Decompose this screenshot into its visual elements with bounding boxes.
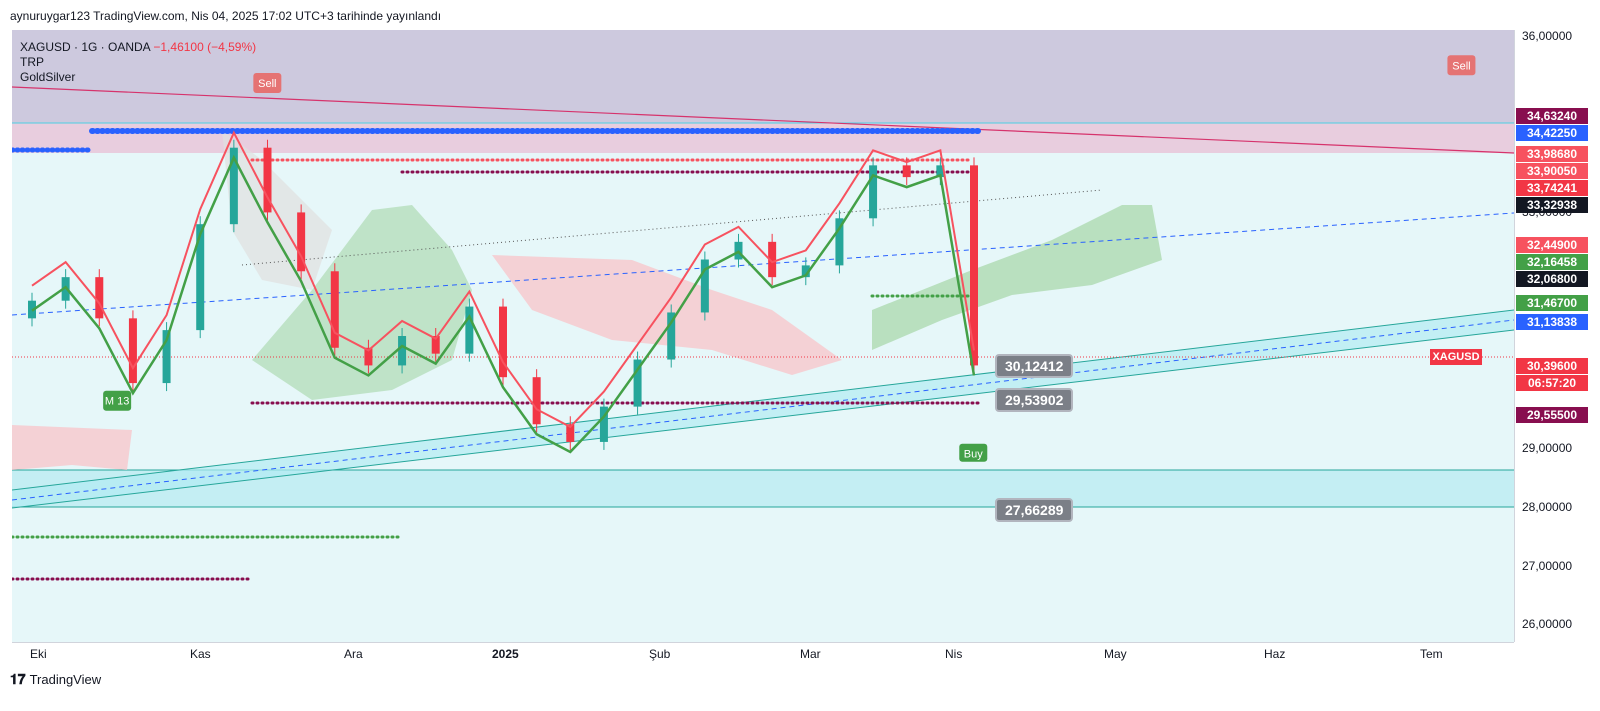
chart-svg: Sell Sell Buy M 13 (12, 30, 1514, 581)
descending-resistance (12, 86, 1514, 154)
candle-body (902, 165, 911, 178)
cloud-red-2 (492, 255, 842, 375)
price-badge: 31,46700 (1516, 294, 1588, 311)
candle-body (330, 271, 339, 348)
candle-body (936, 165, 945, 178)
time-tick: Nis (945, 647, 963, 661)
price-tick: 29,00000 (1522, 440, 1573, 455)
time-tick: Şub (649, 647, 671, 661)
price-badge: 32,44900 (1516, 236, 1588, 253)
price-badge: 31,13838 (1516, 313, 1588, 330)
footer-brand: 𝟏𝟕 TradingView (10, 671, 101, 688)
candle-body (364, 347, 373, 366)
cloud-red-1 (12, 425, 132, 470)
candle-body (297, 212, 306, 272)
channel-lower (12, 329, 1514, 509)
buy-signal-label: M 13 (105, 396, 129, 408)
time-tick: Kas (190, 647, 211, 661)
legend-indicator-trp[interactable]: TRP (20, 55, 44, 69)
buy-signal-marker (959, 443, 988, 462)
sell-signal-label: Sell (1452, 60, 1470, 72)
cloud-green-2 (872, 205, 1162, 350)
trend-dashed (12, 212, 1514, 316)
candle-body (869, 165, 878, 219)
sell-signal-marker (253, 72, 282, 93)
candle-body (633, 359, 642, 407)
tradingview-logo-icon: 𝟏𝟕 (10, 671, 26, 687)
time-axis[interactable] (12, 642, 1514, 661)
price-badge: 34,42250 (1516, 125, 1588, 142)
channel-mid (12, 319, 1514, 501)
candle-body (263, 147, 272, 213)
chart-legend: XAGUSD · 1G · OANDA −1,46100 (−4,59%) TR… (20, 40, 256, 85)
candle-body (398, 336, 407, 366)
current-symbol-label: XAGUSD (1430, 349, 1482, 365)
candle-body (801, 265, 810, 278)
time-tick: 2025 (492, 647, 519, 661)
sell-signal-label: Sell (258, 78, 276, 90)
cloud-gray-1 (222, 130, 332, 290)
cloud-green-1 (252, 205, 472, 400)
candle-body (970, 165, 978, 366)
candle-body (566, 424, 575, 442)
candle-body (835, 218, 844, 266)
chart-plot-area[interactable]: Sell Sell Buy M 13 (12, 30, 1514, 642)
price-callout[interactable]: 27,66289 (995, 498, 1074, 523)
price-callout[interactable]: 30,12412 (995, 353, 1074, 378)
candle-body (128, 318, 137, 384)
price-badge: 06:57:20 (1516, 374, 1588, 391)
candle-body (532, 377, 541, 425)
candle-body (95, 277, 104, 319)
price-badge: 30,39600 (1516, 357, 1588, 374)
price-callout[interactable]: 29,53902 (995, 388, 1074, 413)
price-tick: 36,00000 (1522, 28, 1573, 43)
time-tick: May (1104, 647, 1127, 661)
candle-body (465, 306, 474, 354)
candle-body (700, 259, 709, 313)
buy-signal-marker (103, 390, 132, 411)
price-tick: 26,00000 (1522, 617, 1573, 632)
candle-body (196, 224, 205, 331)
price-axis[interactable] (1514, 30, 1600, 642)
brand-name: TradingView (29, 672, 102, 687)
candle-body (229, 147, 238, 225)
signals: Sell Sell Buy M 13 (103, 55, 1476, 462)
price-badge: 34,63240 (1516, 108, 1588, 125)
time-tick: Haz (1264, 647, 1286, 661)
price-tick: 28,00000 (1522, 499, 1573, 514)
time-tick: Tem (1420, 647, 1443, 661)
candle-body (162, 330, 171, 384)
legend-symbol: XAGUSD · 1G · OANDA (20, 40, 151, 54)
sell-signal-marker (1447, 55, 1476, 76)
moving-average-red (31, 130, 975, 429)
candle-body (667, 312, 676, 360)
moving-average-green (31, 154, 976, 454)
candle-body (499, 306, 507, 378)
channel-upper (12, 309, 1514, 491)
ascending-channel (12, 310, 1514, 508)
candle-body (768, 241, 777, 278)
price-badge: 32,06800 (1516, 270, 1588, 287)
price-badge: 33,32938 (1516, 197, 1588, 214)
price-badge: 33,90050 (1516, 163, 1588, 180)
candles (28, 139, 978, 450)
price-badge: 33,74241 (1516, 180, 1588, 197)
price-badge: 32,16458 (1516, 253, 1588, 270)
candle-body (431, 336, 440, 354)
time-tick: Eki (30, 647, 47, 661)
price-badge: 29,55500 (1516, 407, 1588, 424)
legend-indicator-goldsilver[interactable]: GoldSilver (20, 70, 76, 84)
time-tick: Ara (344, 647, 363, 661)
buy-signal-label: Buy (964, 449, 983, 461)
price-badge: 33,98680 (1516, 146, 1588, 163)
time-tick: Mar (800, 647, 821, 661)
publisher-line: aynuruygar123 TradingView.com, Nis 04, 2… (10, 9, 442, 23)
price-tick: 27,00000 (1522, 558, 1573, 573)
candle-body (599, 406, 608, 442)
legend-change: −1,46100 (−4,59%) (153, 40, 257, 54)
